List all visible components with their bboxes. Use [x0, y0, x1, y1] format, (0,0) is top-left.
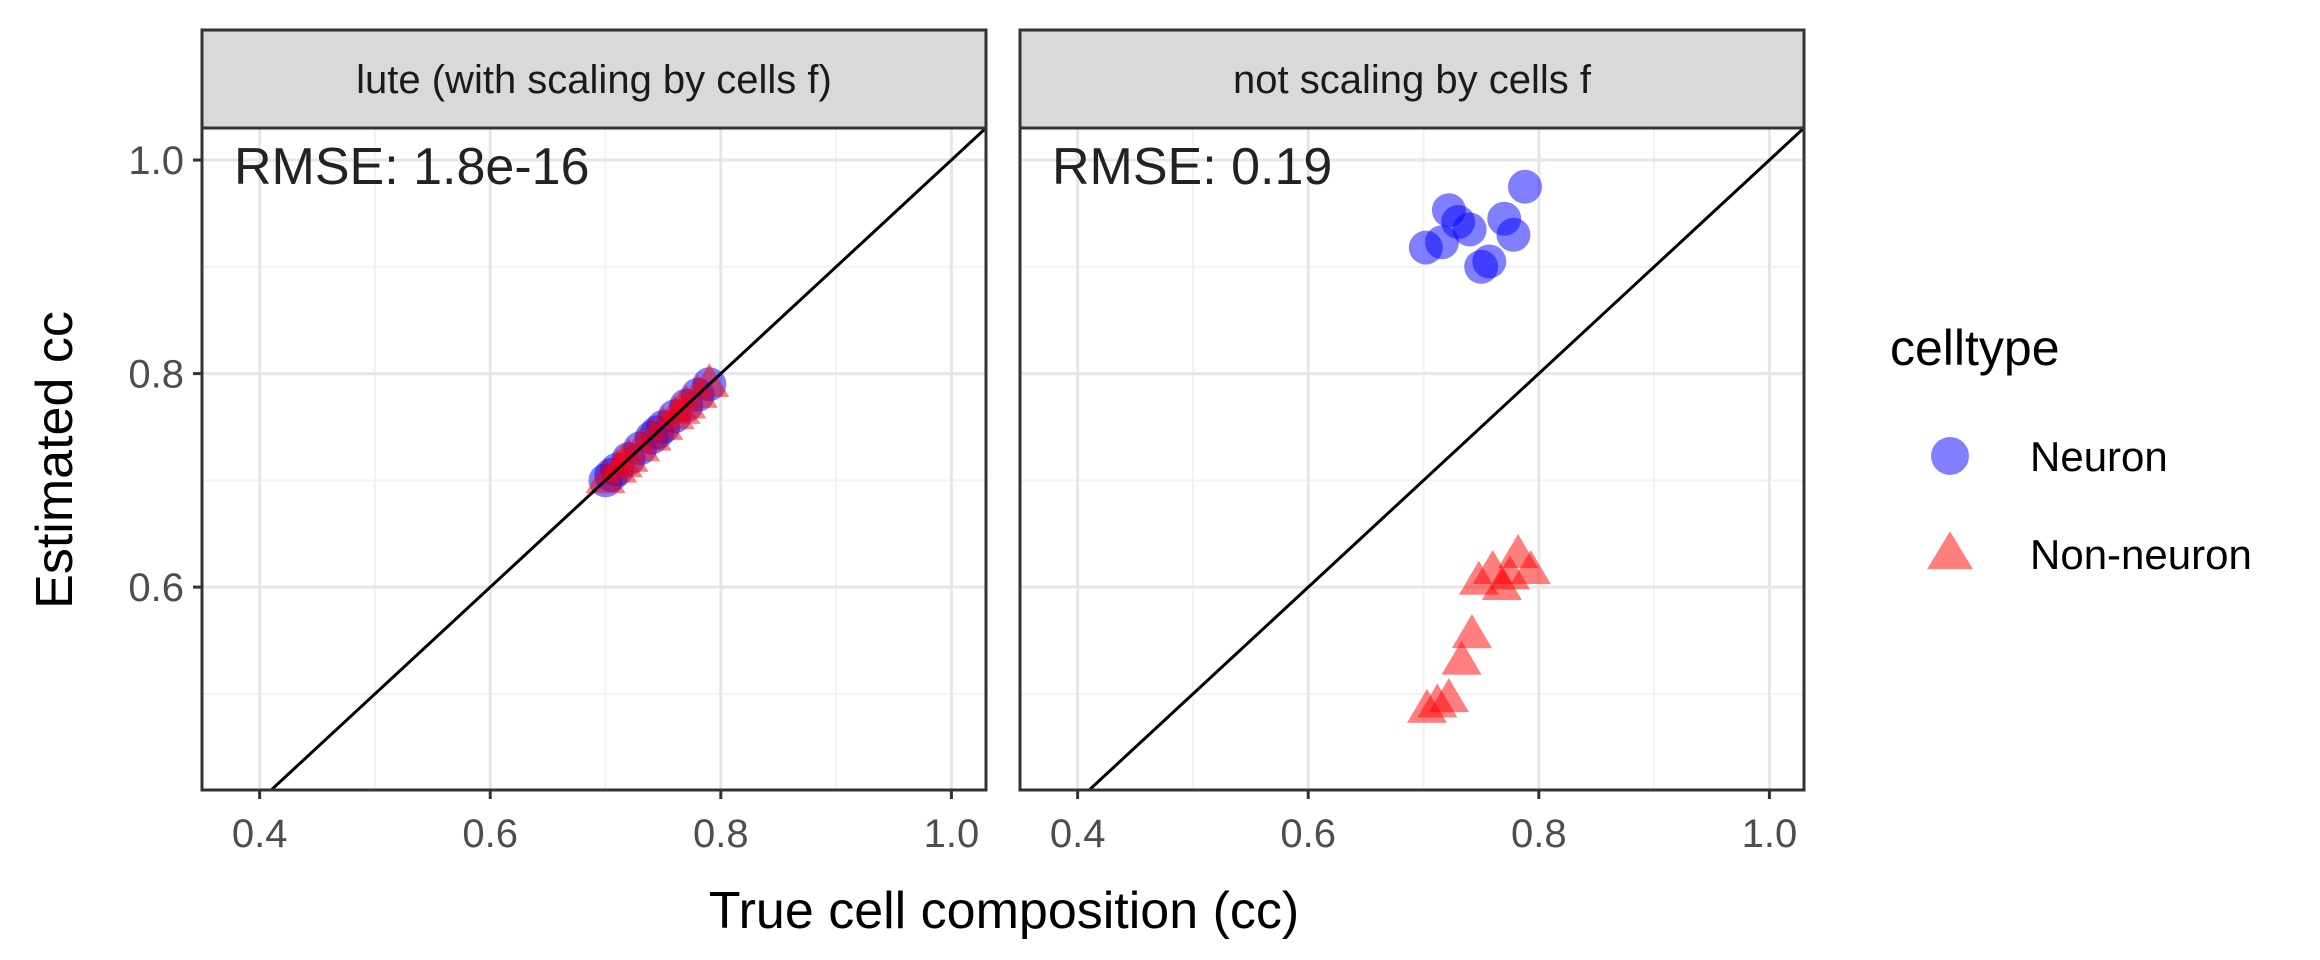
y-tick-label: 0.6: [128, 566, 184, 610]
facet-strip: [200, 28, 988, 130]
legend-entry-neuron: Neuron: [1931, 433, 2168, 480]
panel-2: RMSE: 0.19 not scaling by cells f 0.4 0.6 0.…: [1018, 28, 1806, 856]
point-non-neuron: [1428, 678, 1469, 713]
point-non-neuron: [1441, 640, 1482, 675]
x-tick-label: 1.0: [924, 812, 980, 856]
rmse-annotation: RMSE: 0.19: [1052, 138, 1332, 196]
x-tick-label: 0.8: [693, 812, 749, 856]
x-tick-label: 0.4: [1050, 812, 1106, 856]
legend-key-circle: [1931, 437, 1969, 475]
x-tick-label: 0.6: [1280, 812, 1336, 856]
legend-key-triangle: [1927, 531, 1973, 570]
x-tick-label: 0.4: [232, 812, 288, 856]
legend: celltype Neuron Non-neuron: [1890, 320, 2252, 578]
point-non-neuron: [1451, 614, 1492, 649]
y-tick-label: 1.0: [128, 139, 184, 183]
facet-strip-label: not scaling by cells f: [1233, 58, 1592, 102]
legend-title: celltype: [1890, 320, 2060, 376]
identity-line: [268, 128, 986, 790]
facet-strip: [1018, 28, 1806, 130]
points: [1406, 169, 1551, 723]
point-neuron: [1496, 217, 1531, 252]
x-axis-label: True cell composition (cc): [709, 882, 1299, 940]
y-tick-label: 0.8: [128, 353, 184, 397]
panel-background: [202, 128, 986, 790]
x-tick-label: 0.6: [462, 812, 518, 856]
point-non-neuron: [689, 363, 730, 398]
y-axis-label: Estimated cc: [26, 311, 84, 609]
panel-background: [1020, 128, 1804, 790]
legend-label: Non-neuron: [2030, 531, 2252, 578]
panel-1: RMSE: 1.8e-16 lute (with scaling by cells…: [128, 28, 988, 856]
point-non-neuron: [602, 443, 643, 478]
point-neuron: [1472, 244, 1507, 279]
x-tick-label: 0.8: [1511, 812, 1567, 856]
identity-line: [1086, 128, 1804, 790]
point-neuron: [1507, 169, 1542, 204]
panels: RMSE: 1.8e-16 lute (with scaling by cells…: [128, 28, 1806, 856]
point-neuron: [1452, 212, 1487, 247]
legend-label: Neuron: [2030, 433, 2168, 480]
point-non-neuron: [660, 389, 701, 424]
legend-entry-non-neuron: Non-neuron: [1927, 531, 2252, 578]
point-non-neuron: [1510, 550, 1551, 585]
facet-strip-label: lute (with scaling by cells f): [356, 58, 832, 102]
x-tick-label: 1.0: [1742, 812, 1798, 856]
rmse-annotation: RMSE: 1.8e-16: [234, 138, 590, 196]
